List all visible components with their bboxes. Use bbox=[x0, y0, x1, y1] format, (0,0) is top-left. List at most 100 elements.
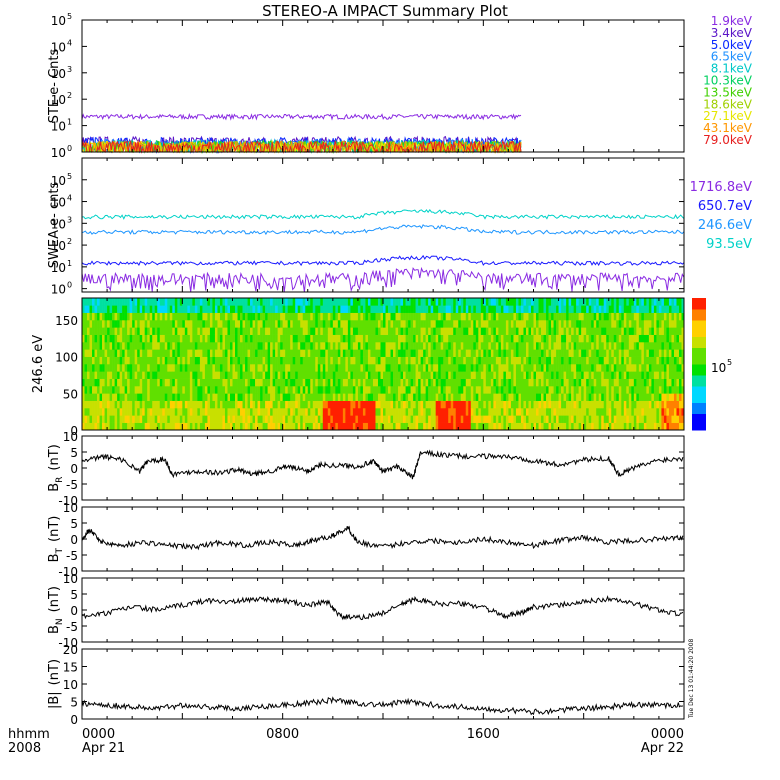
heatmap-cell bbox=[367, 327, 371, 335]
heatmap-cell bbox=[438, 415, 441, 423]
heatmap-cell bbox=[510, 298, 514, 306]
heatmap-cell bbox=[132, 393, 135, 401]
heatmap-cell bbox=[360, 305, 364, 313]
heatmap-cell bbox=[292, 415, 296, 423]
heatmap-cell bbox=[287, 408, 291, 416]
heatmap-cell bbox=[84, 393, 88, 401]
heatmap-cell bbox=[332, 327, 336, 335]
ytick-exponent: 1 bbox=[67, 118, 72, 127]
heatmap-cell bbox=[327, 422, 331, 431]
heatmap-cell bbox=[212, 364, 216, 372]
heatmap-cell bbox=[350, 364, 354, 372]
heatmap-cell bbox=[352, 371, 356, 379]
heatmap-cell bbox=[648, 378, 652, 387]
heatmap-cell bbox=[177, 312, 181, 321]
heatmap-cell bbox=[385, 386, 389, 394]
heatmap-cell bbox=[322, 305, 326, 313]
heatmap-cell bbox=[626, 320, 630, 328]
heatmap-cell bbox=[586, 312, 589, 321]
heatmap-cell bbox=[227, 327, 231, 335]
heatmap-cell bbox=[92, 342, 95, 350]
heatmap-cell bbox=[370, 364, 374, 372]
heatmap-cell bbox=[222, 312, 226, 321]
heatmap-cell bbox=[398, 327, 401, 335]
heatmap-cell bbox=[372, 400, 376, 409]
heatmap-cell bbox=[97, 349, 100, 357]
heatmap-cell bbox=[671, 422, 675, 431]
heatmap-cell bbox=[631, 408, 635, 416]
heatmap-cell bbox=[475, 327, 479, 335]
heatmap-cell bbox=[520, 356, 524, 365]
heatmap-cell bbox=[214, 349, 218, 357]
heatmap-cell bbox=[202, 334, 206, 343]
heatmap-cell bbox=[217, 408, 221, 416]
heatmap-cell bbox=[576, 364, 579, 372]
heatmap-cell bbox=[543, 371, 547, 379]
heatmap-cell bbox=[84, 349, 88, 357]
heatmap-cell bbox=[337, 342, 341, 350]
heatmap-cell bbox=[435, 415, 439, 423]
heatmap-cell bbox=[603, 312, 607, 321]
heatmap-cell bbox=[370, 378, 374, 387]
heatmap-cell bbox=[621, 386, 625, 394]
heatmap-cell bbox=[92, 371, 95, 379]
heatmap-cell bbox=[159, 327, 163, 335]
heatmap-cell bbox=[317, 305, 321, 313]
heatmap-cell bbox=[520, 298, 524, 306]
heatmap-cell bbox=[352, 327, 356, 335]
heatmap-cell bbox=[109, 393, 113, 401]
heatmap-cell bbox=[97, 378, 100, 387]
heatmap-cell bbox=[94, 312, 98, 321]
heatmap-cell bbox=[611, 349, 615, 357]
heatmap-cell bbox=[388, 415, 391, 423]
heatmap-cell bbox=[616, 312, 620, 321]
heatmap-cell bbox=[470, 408, 474, 416]
heatmap-cell bbox=[480, 342, 484, 350]
heatmap-cell bbox=[340, 408, 344, 416]
heatmap-cell bbox=[395, 342, 399, 350]
heatmap-cell bbox=[443, 305, 447, 313]
heatmap-cell bbox=[493, 334, 497, 343]
heatmap-cell bbox=[450, 334, 454, 343]
heatmap-cell bbox=[330, 364, 334, 372]
heatmap-cell bbox=[571, 408, 574, 416]
heatmap-cell bbox=[345, 400, 349, 409]
heatmap-cell bbox=[174, 298, 178, 306]
heatmap-cell bbox=[583, 342, 587, 350]
heatmap-cell bbox=[255, 342, 258, 350]
heatmap-cell bbox=[608, 305, 612, 313]
heatmap-cell bbox=[470, 298, 474, 306]
heatmap-cell bbox=[97, 305, 100, 313]
heatmap-cell bbox=[408, 327, 411, 335]
heatmap-cell bbox=[342, 320, 346, 328]
heatmap-cell bbox=[257, 305, 261, 313]
heatmap-cell bbox=[102, 356, 105, 365]
heatmap-cell bbox=[204, 386, 208, 394]
heatmap-cell bbox=[525, 422, 529, 431]
heatmap-cell bbox=[465, 342, 469, 350]
heatmap-cell bbox=[224, 356, 228, 365]
heatmap-cell bbox=[107, 408, 110, 416]
heatmap-cell bbox=[169, 320, 173, 328]
heatmap-cell bbox=[297, 408, 301, 416]
heatmap-cell bbox=[510, 356, 514, 365]
heatmap-cell bbox=[340, 415, 344, 423]
heatmap-cell bbox=[613, 298, 617, 306]
heatmap-cell bbox=[661, 356, 665, 365]
heatmap-cell bbox=[510, 342, 514, 350]
heatmap-cell bbox=[608, 342, 612, 350]
heatmap-cell bbox=[307, 327, 311, 335]
heatmap-cell bbox=[636, 334, 640, 343]
heatmap-cell bbox=[325, 349, 329, 357]
heatmap-cell bbox=[124, 305, 128, 313]
heatmap-cell bbox=[523, 422, 527, 431]
heatmap-cell bbox=[508, 305, 512, 313]
heatmap-cell bbox=[147, 298, 151, 306]
heatmap-cell bbox=[598, 415, 602, 423]
heatmap-cell bbox=[591, 415, 594, 423]
heatmap-cell bbox=[678, 312, 682, 321]
heatmap-cell bbox=[212, 378, 216, 387]
heatmap-cell bbox=[177, 298, 181, 306]
heatmap-cell bbox=[613, 305, 617, 313]
heatmap-cell bbox=[219, 334, 223, 343]
